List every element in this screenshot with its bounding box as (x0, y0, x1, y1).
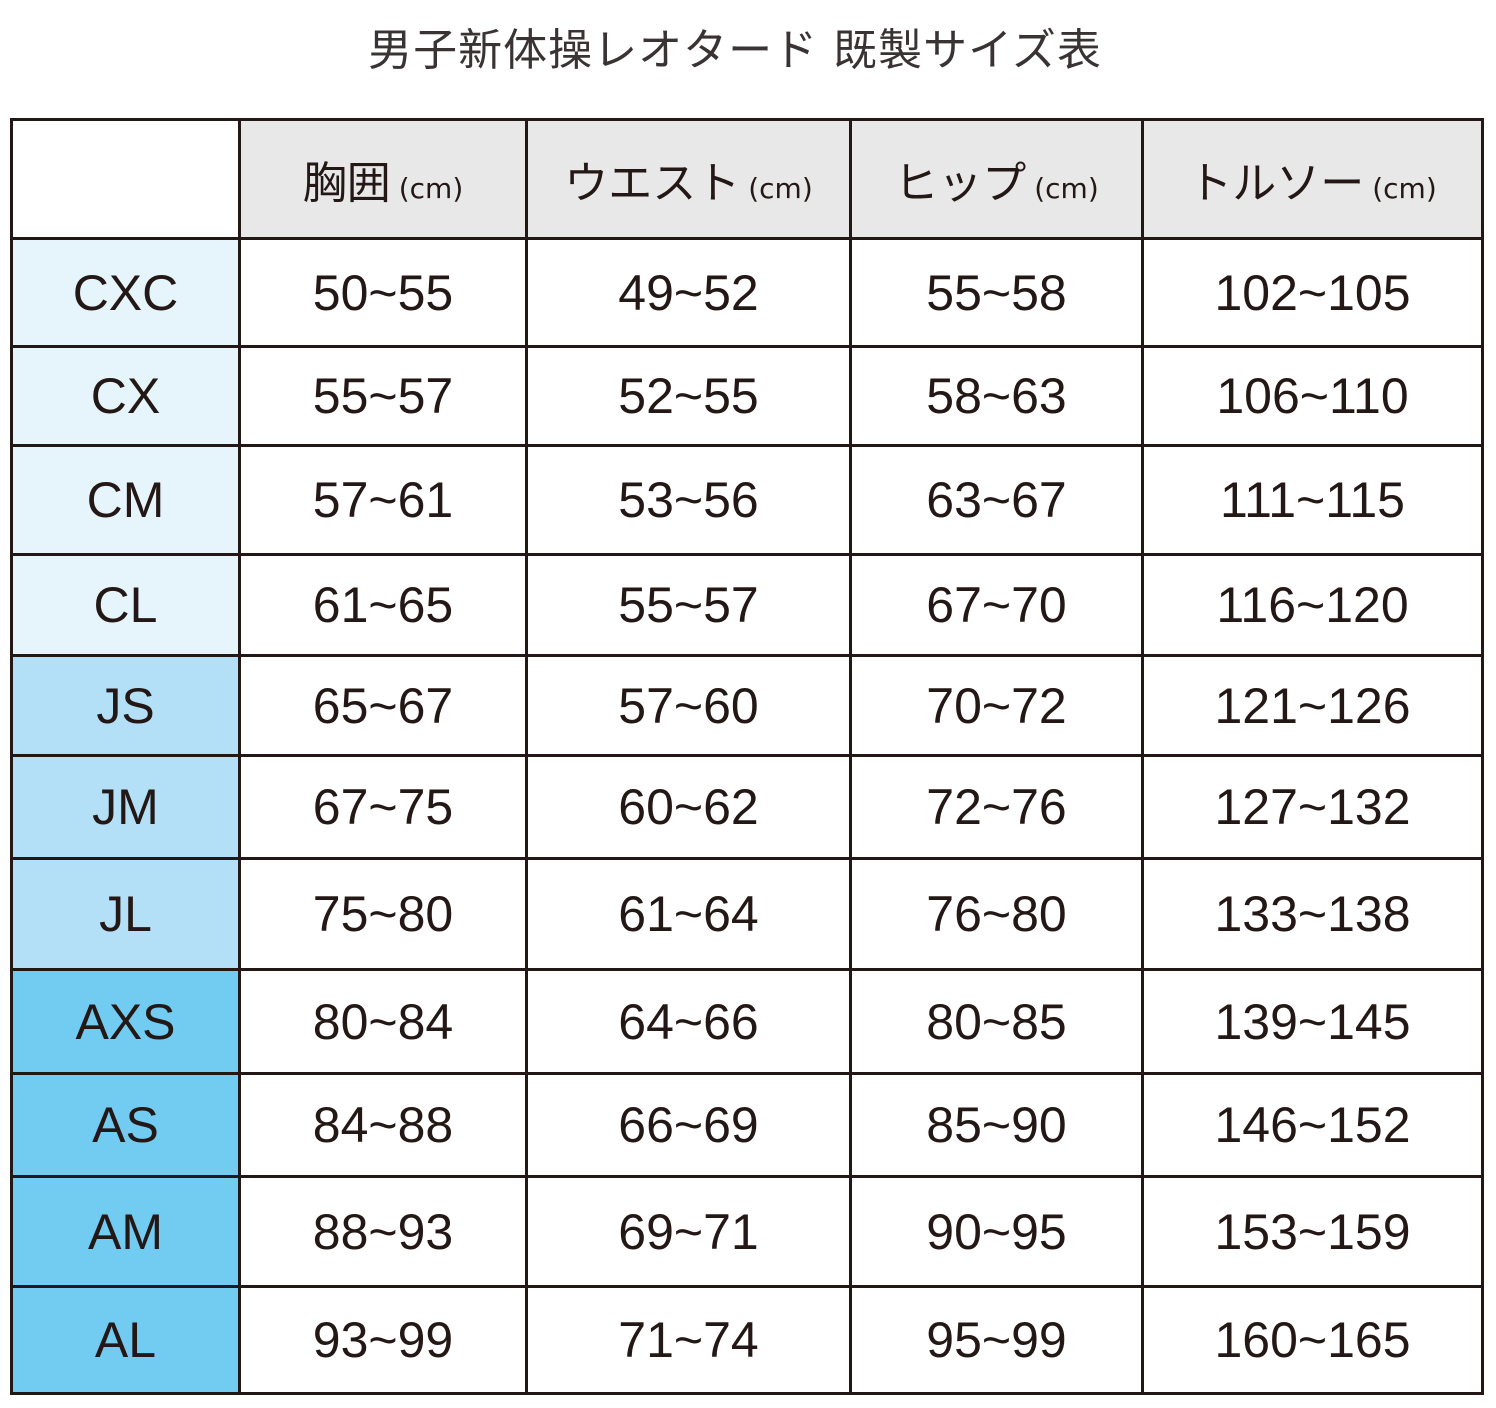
measurement-cell: 64~66 (525, 968, 852, 1075)
measurement-cell: 102~105 (1141, 237, 1484, 348)
measurement-cell: 50~55 (238, 237, 528, 348)
measurement-cell: 76~80 (849, 857, 1144, 971)
measurement-cell: 153~159 (1141, 1175, 1484, 1288)
measurement-cell: 139~145 (1141, 968, 1484, 1075)
measurement-cell: 88~93 (238, 1175, 528, 1288)
header-unit: (cm) (398, 172, 464, 205)
measurement-cell: 95~99 (849, 1285, 1144, 1395)
measurement-cell: 71~74 (525, 1285, 852, 1395)
measurement-cell: 70~72 (849, 654, 1144, 757)
table-row: JS 65~67 57~60 70~72 121~126 (10, 654, 1484, 757)
size-label: JL (10, 857, 241, 971)
measurement-cell: 61~65 (238, 553, 528, 657)
measurement-cell: 127~132 (1141, 754, 1484, 860)
table-row: CX 55~57 52~55 58~63 106~110 (10, 345, 1484, 447)
measurement-cell: 121~126 (1141, 654, 1484, 757)
measurement-cell: 65~67 (238, 654, 528, 757)
size-label: CXC (10, 237, 241, 348)
measurement-cell: 90~95 (849, 1175, 1144, 1288)
measurement-cell: 93~99 (238, 1285, 528, 1395)
measurement-cell: 57~60 (525, 654, 852, 757)
header-waist: ウエスト (cm) (525, 118, 852, 240)
header-label: ヒップ (894, 158, 1027, 209)
measurement-cell: 52~55 (525, 345, 852, 447)
corner-cell (10, 118, 241, 240)
measurement-cell: 58~63 (849, 345, 1144, 447)
size-label: CX (10, 345, 241, 447)
table-row: AL 93~99 71~74 95~99 160~165 (10, 1285, 1484, 1395)
table-row: CM 57~61 53~56 63~67 111~115 (10, 444, 1484, 556)
table-row: AXS 80~84 64~66 80~85 139~145 (10, 968, 1484, 1075)
size-label: JS (10, 654, 241, 757)
table-row: JL 75~80 61~64 76~80 133~138 (10, 857, 1484, 971)
table-row: JM 67~75 60~62 72~76 127~132 (10, 754, 1484, 860)
measurement-cell: 133~138 (1141, 857, 1484, 971)
header-label: トルソー (1188, 158, 1365, 209)
size-label: AL (10, 1285, 241, 1395)
table-row: CL 61~65 55~57 67~70 116~120 (10, 553, 1484, 657)
size-label: CL (10, 553, 241, 657)
size-label: AS (10, 1072, 241, 1178)
measurement-cell: 72~76 (849, 754, 1144, 860)
measurement-cell: 55~57 (238, 345, 528, 447)
header-label: 胸囲 (302, 158, 391, 209)
measurement-cell: 60~62 (525, 754, 852, 860)
table-row: AS 84~88 66~69 85~90 146~152 (10, 1072, 1484, 1178)
header-label: ウエスト (564, 158, 741, 209)
measurement-cell: 116~120 (1141, 553, 1484, 657)
header-unit: (cm) (1034, 172, 1099, 205)
measurement-cell: 53~56 (525, 444, 852, 556)
measurement-cell: 67~75 (238, 754, 528, 860)
size-label: AXS (10, 968, 241, 1075)
measurement-cell: 63~67 (849, 444, 1144, 556)
size-label: AM (10, 1175, 241, 1288)
page-title: 男子新体操レオタード 既製サイズ表 (368, 25, 1102, 76)
header-row: 胸囲 (cm) ウエスト (cm) ヒップ (cm) トルソー (cm) (10, 118, 1484, 240)
measurement-cell: 80~84 (238, 968, 528, 1075)
measurement-cell: 160~165 (1141, 1285, 1484, 1395)
header-hip: ヒップ (cm) (849, 118, 1144, 240)
measurement-cell: 67~70 (849, 553, 1144, 657)
size-label: CM (10, 444, 241, 556)
header-unit: (cm) (748, 172, 813, 205)
measurement-cell: 84~88 (238, 1072, 528, 1178)
measurement-cell: 66~69 (525, 1072, 852, 1178)
measurement-cell: 80~85 (849, 968, 1144, 1075)
measurement-cell: 111~115 (1141, 444, 1484, 556)
header-unit: (cm) (1372, 172, 1437, 205)
measurement-cell: 57~61 (238, 444, 528, 556)
size-label: JM (10, 754, 241, 860)
table-row: AM 88~93 69~71 90~95 153~159 (10, 1175, 1484, 1288)
header-torso: トルソー (cm) (1141, 118, 1484, 240)
measurement-cell: 85~90 (849, 1072, 1144, 1178)
measurement-cell: 61~64 (525, 857, 852, 971)
measurement-cell: 49~52 (525, 237, 852, 348)
measurement-cell: 55~57 (525, 553, 852, 657)
measurement-cell: 146~152 (1141, 1072, 1484, 1178)
measurement-cell: 55~58 (849, 237, 1144, 348)
measurement-cell: 106~110 (1141, 345, 1484, 447)
size-table: 胸囲 (cm) ウエスト (cm) ヒップ (cm) トルソー (cm) CXC 50~5… (10, 118, 1484, 1395)
header-chest: 胸囲 (cm) (238, 118, 528, 240)
table-row: CXC 50~55 49~52 55~58 102~105 (10, 237, 1484, 348)
measurement-cell: 75~80 (238, 857, 528, 971)
measurement-cell: 69~71 (525, 1175, 852, 1288)
